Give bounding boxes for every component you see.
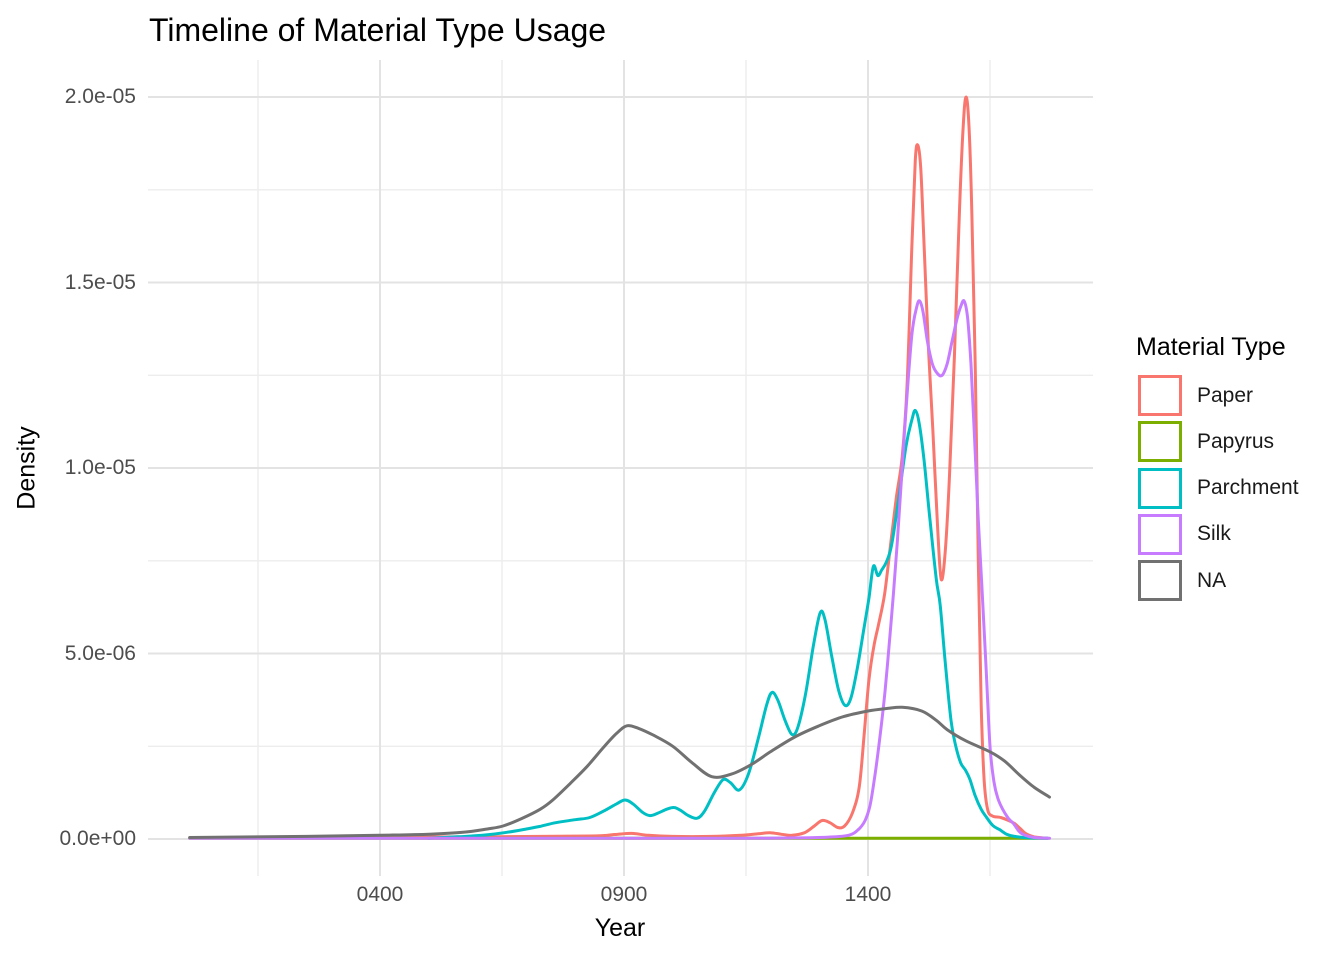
legend-item-paper: Paper — [1138, 375, 1253, 416]
x-tick-label: 0400 — [356, 883, 404, 906]
x-axis-title: Year — [594, 914, 646, 942]
density-curve-paper — [188, 95, 1050, 840]
y-tick-label: 0.0e+00 — [59, 827, 137, 850]
x-tick-label: 0900 — [600, 883, 648, 906]
legend-title: Material Type — [1136, 333, 1286, 361]
y-tick-label: 5.0e-06 — [64, 641, 136, 665]
legend-key-parchment — [1138, 467, 1182, 509]
y-tick-label: 1.0e-05 — [64, 456, 136, 479]
legend-item-parchment: Parchment — [1138, 467, 1299, 509]
legend-label: Papyrus — [1197, 429, 1275, 453]
legend-item-silk: Silk — [1138, 513, 1231, 555]
legend-label: Silk — [1197, 522, 1231, 546]
x-tick-label: 1400 — [844, 883, 892, 906]
y-tick-label: 1.5e-05 — [64, 270, 136, 294]
plot-title: Timeline of Material Type Usage — [149, 12, 607, 48]
legend-key-paper — [1138, 375, 1182, 416]
legend-label: Parchment — [1197, 476, 1299, 500]
legend-item-papyrus: Papyrus — [1138, 421, 1275, 463]
legend-key-na — [1138, 560, 1182, 602]
gridlines-minor — [148, 60, 1093, 876]
legend-item-na: NA — [1138, 560, 1227, 602]
density-curve-na — [188, 705, 1051, 839]
density-curves — [188, 95, 1051, 840]
legend-label: Paper — [1197, 383, 1254, 407]
y-tick-label: 2.0e-05 — [64, 85, 136, 108]
density-curve-parchment — [427, 408, 1050, 840]
legend-key-papyrus — [1138, 421, 1182, 463]
legend-label: NA — [1197, 568, 1227, 592]
density-curve-silk — [188, 299, 1051, 840]
legend-key-silk — [1138, 513, 1182, 555]
